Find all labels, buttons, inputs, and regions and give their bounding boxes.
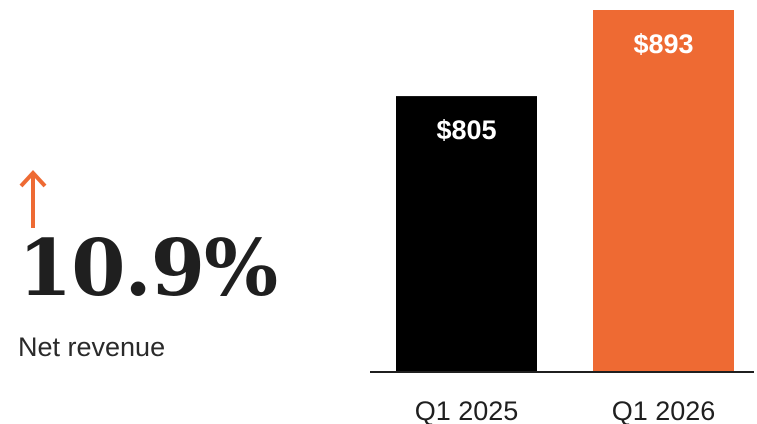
x-tick-label: Q1 2026 (612, 396, 716, 424)
bar-value-label: $893 (633, 29, 693, 59)
kpi-block: 10.9% Net revenue (16, 160, 336, 380)
bars-layer (396, 10, 734, 373)
bar-q1-2026 (593, 10, 734, 372)
up-arrow-icon (19, 170, 47, 228)
metric-label: Net revenue (18, 332, 166, 362)
bar-value-label: $805 (436, 115, 496, 145)
tick-labels-layer: Q1 2025 Q1 2026 (415, 396, 716, 424)
bar-labels-layer: $805 $893 (436, 29, 693, 145)
percent-change: 10.9% (18, 223, 278, 314)
x-tick-label: Q1 2025 (415, 396, 519, 424)
bar-q1-2025 (396, 96, 537, 373)
